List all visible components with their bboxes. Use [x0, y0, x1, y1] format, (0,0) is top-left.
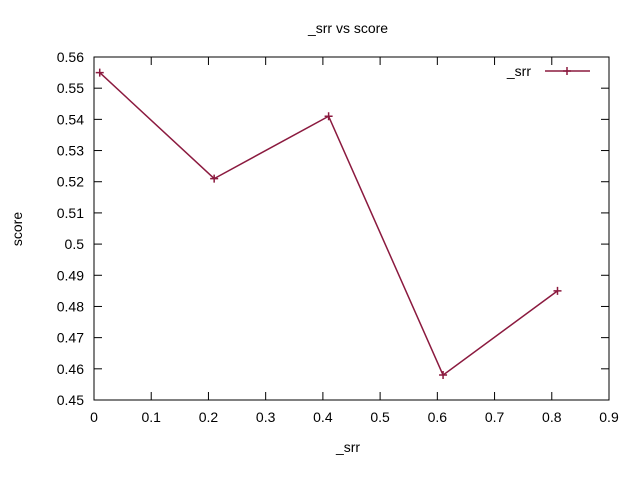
y-tick-label: 0.54: [57, 111, 84, 127]
x-tick-label: 0: [90, 409, 98, 425]
legend: _srr: [506, 63, 590, 79]
data-point-marker: [210, 174, 219, 183]
x-tick-label: 0.7: [485, 409, 505, 425]
y-tick-label: 0.55: [57, 80, 84, 96]
series-layer: [95, 68, 562, 380]
data-point-marker: [95, 68, 104, 77]
x-tick-label: 0.2: [199, 409, 219, 425]
x-tick-label: 0.6: [428, 409, 448, 425]
x-axis-label: _srr: [335, 439, 360, 455]
y-tick-label: 0.46: [57, 361, 84, 377]
legend-label: _srr: [506, 63, 531, 79]
y-tick-label: 0.51: [57, 205, 84, 221]
y-tick-label: 0.45: [57, 392, 84, 408]
x-tick-label: 0.3: [256, 409, 276, 425]
chart-title: _srr vs score: [307, 20, 388, 36]
data-point-marker: [553, 286, 562, 295]
y-tick-label: 0.49: [57, 267, 84, 283]
y-tick-label: 0.53: [57, 143, 84, 159]
y-tick-label: 0.56: [57, 49, 84, 65]
x-tick-label: 0.9: [599, 409, 619, 425]
y-tick-label: 0.48: [57, 298, 84, 314]
axis-ticks: 0 0.1 0.2 0.3 0.4 0.5 0.6 0.7 0.8 0.9 0.45 0.46 0.47…: [57, 49, 619, 425]
y-tick-label: 0.5: [65, 236, 85, 252]
data-point-marker: [439, 371, 448, 380]
plot-frame: [93, 56, 610, 401]
x-tick-label: 0.8: [542, 409, 562, 425]
y-tick-label: 0.52: [57, 174, 84, 190]
data-point-marker: [324, 112, 333, 121]
x-tick-label: 0.1: [141, 409, 161, 425]
y-tick-label: 0.47: [57, 330, 84, 346]
legend-marker: [563, 67, 571, 75]
y-axis-label: score: [9, 212, 25, 246]
x-tick-label: 0.4: [313, 409, 333, 425]
x-tick-label: 0.5: [370, 409, 390, 425]
